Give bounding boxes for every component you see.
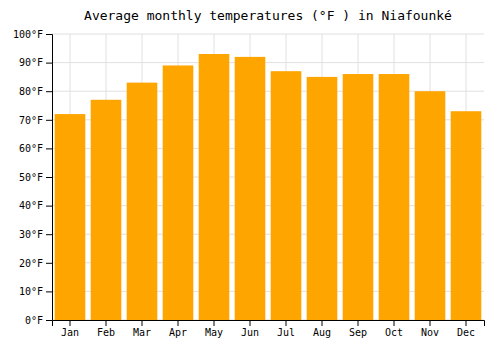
tick: May — [205, 320, 223, 338]
tick-mark — [46, 263, 52, 264]
tick: Aug — [313, 320, 331, 338]
tick: 70°F — [19, 115, 52, 126]
tick-mark — [46, 320, 52, 321]
tick-mark — [106, 320, 107, 326]
tick-label: 70°F — [19, 115, 43, 126]
bar — [451, 111, 482, 320]
tick-mark — [286, 320, 287, 326]
bar — [55, 114, 86, 320]
tick: 10°F — [19, 286, 52, 297]
tick-mark — [46, 91, 52, 92]
tick: 0°F — [25, 315, 52, 326]
tick-mark — [322, 320, 323, 326]
tick-mark — [214, 320, 215, 326]
tick-label: 50°F — [19, 172, 43, 183]
tick-label: Dec — [457, 327, 475, 338]
tick: 90°F — [19, 57, 52, 68]
tick-label: Jul — [277, 327, 295, 338]
tick: 40°F — [19, 200, 52, 211]
y-axis: 0°F 10°F 20°F 30°F 40°F 50°F 60°F 70°F 80°F 90°F 1… — [13, 29, 53, 326]
bar — [91, 100, 122, 320]
bar — [199, 54, 230, 320]
tick-label: 10°F — [19, 286, 43, 297]
tick: Mar — [133, 320, 151, 338]
tick: 50°F — [19, 172, 52, 183]
tick: Dec — [457, 320, 475, 338]
tick-label: Sep — [349, 327, 367, 338]
bar — [379, 74, 410, 320]
bar — [235, 57, 266, 320]
axis-line — [46, 35, 53, 321]
tick: Oct — [385, 320, 403, 338]
bar — [127, 83, 158, 320]
tick-label: 100°F — [13, 29, 43, 40]
tick-mark — [142, 320, 143, 326]
tick-label: Nov — [421, 327, 439, 338]
x-axis: Jan Feb Mar Apr May Jun Jul Aug Sep Oct Nov Dec — [53, 320, 485, 338]
tick-label: 40°F — [19, 200, 43, 211]
tick-label: Oct — [385, 327, 403, 338]
grid — [52, 34, 484, 320]
tick-mark — [358, 320, 359, 326]
tick-label: May — [205, 327, 223, 338]
tick-mark — [46, 63, 52, 64]
tick: 20°F — [19, 258, 52, 269]
chart: 0°F 10°F 20°F 30°F 40°F 50°F 60°F 70°F 80°F 90°F 1… — [0, 0, 500, 350]
tick: Sep — [349, 320, 367, 338]
tick-mark — [46, 177, 52, 178]
tick-mark — [46, 120, 52, 121]
tick-mark — [46, 148, 52, 149]
tick-mark — [70, 320, 71, 326]
tick: 80°F — [19, 86, 52, 97]
tick-label: 20°F — [19, 258, 43, 269]
tick-label: 30°F — [19, 229, 43, 240]
tick-label: Aug — [313, 327, 331, 338]
tick-mark — [250, 320, 251, 326]
tick-mark — [466, 320, 467, 326]
tick: 60°F — [19, 143, 52, 154]
tick: 100°F — [13, 29, 52, 40]
tick: Apr — [169, 320, 187, 338]
tick-label: Apr — [169, 327, 187, 338]
tick-mark — [46, 206, 52, 207]
tick-label: 60°F — [19, 143, 43, 154]
bar — [271, 71, 302, 320]
tick-label: 90°F — [19, 57, 43, 68]
tick-label: 0°F — [25, 315, 43, 326]
tick-mark — [430, 320, 431, 326]
tick-label: Jan — [61, 327, 79, 338]
grid-line — [52, 62, 484, 63]
bar — [163, 65, 194, 320]
tick-label: 80°F — [19, 86, 43, 97]
bar — [343, 74, 374, 320]
tick-label: Feb — [97, 327, 115, 338]
title: Average monthly temperatures (°F ) in Ni… — [84, 8, 452, 23]
tick-label: Mar — [133, 327, 151, 338]
bar — [415, 91, 446, 320]
tick: Jan — [61, 320, 79, 338]
tick-mark — [46, 234, 52, 235]
tick: Jul — [277, 320, 295, 338]
axis-line — [53, 321, 485, 327]
bar — [307, 77, 338, 320]
tick: 30°F — [19, 229, 52, 240]
tick-mark — [394, 320, 395, 326]
tick-label: Jun — [241, 327, 259, 338]
tick: Jun — [241, 320, 259, 338]
tick-mark — [46, 291, 52, 292]
tick-mark — [178, 320, 179, 326]
tick-mark — [46, 34, 52, 35]
grid-line — [52, 34, 484, 35]
tick: Nov — [421, 320, 439, 338]
tick: Feb — [97, 320, 115, 338]
plot: 0°F 10°F 20°F 30°F 40°F 50°F 60°F 70°F 80°F 90°F 1… — [13, 29, 485, 338]
bars — [55, 54, 482, 320]
